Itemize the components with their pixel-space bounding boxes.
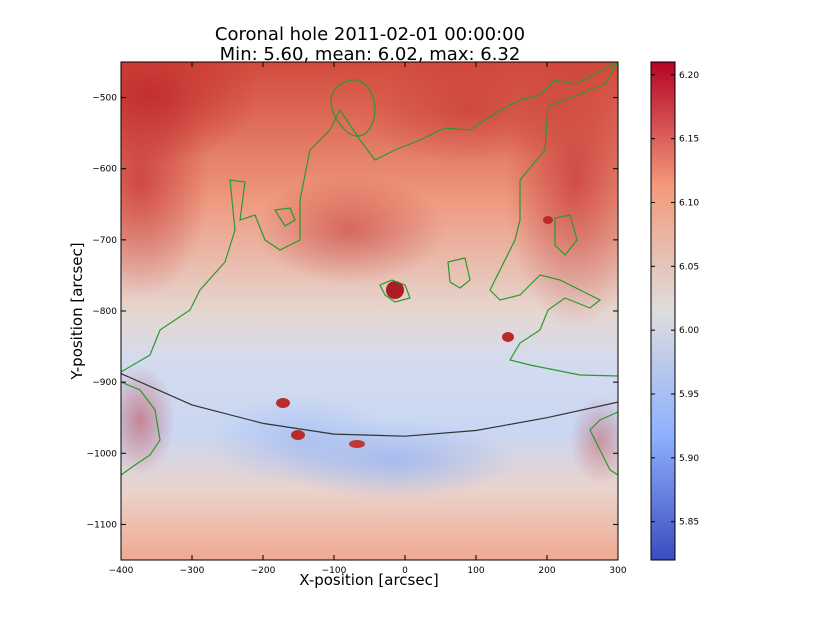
x-tick-label: −200 xyxy=(251,566,276,576)
colorbar-tick-label: 6.10 xyxy=(679,198,699,208)
chart-title: Coronal hole 2011-02-01 00:00:00 xyxy=(215,24,525,45)
x-tick-label: −100 xyxy=(322,566,347,576)
x-tick-label: 0 xyxy=(402,566,408,576)
limb-arc xyxy=(121,373,618,437)
y-tick-label: −600 xyxy=(92,165,117,175)
y-axis: −500 −600 −700 −800 −900 −1000 −1100 xyxy=(87,94,618,530)
x-axis: −400 −300 −200 −100 0 100 200 300 xyxy=(109,62,627,576)
colorbar-tick-label: 6.20 xyxy=(679,71,699,81)
colorbar-tick-label: 5.85 xyxy=(679,518,699,528)
colorbar-tick-label: 6.00 xyxy=(679,326,699,336)
heatmap-image xyxy=(121,62,618,560)
x-tick-label: −400 xyxy=(109,566,134,576)
coronal-hole-contours xyxy=(121,62,618,476)
colorbar-ticks: 5.85 5.90 5.95 6.00 6.05 6.10 6.15 6.20 xyxy=(651,71,699,528)
colorbar-tick-label: 6.15 xyxy=(679,135,699,145)
chart-subtitle: Min: 5.60, mean: 6.02, max: 6.32 xyxy=(220,44,521,65)
x-tick-label: −300 xyxy=(180,566,205,576)
colorbar-tick-label: 5.90 xyxy=(679,454,699,464)
colorbar-tick-label: 6.05 xyxy=(679,262,699,272)
x-tick-label: 300 xyxy=(609,566,626,576)
y-tick-label: −500 xyxy=(92,94,117,104)
y-tick-label: −1100 xyxy=(87,520,118,530)
x-tick-label: 200 xyxy=(538,566,555,576)
y-axis-label: Y-position [arcsec] xyxy=(68,242,86,380)
y-tick-label: −800 xyxy=(92,307,117,317)
colorbar-tick-label: 5.95 xyxy=(679,390,699,400)
x-tick-label: 100 xyxy=(467,566,484,576)
y-tick-label: −700 xyxy=(92,236,117,246)
x-axis-label: X-position [arcsec] xyxy=(299,571,438,589)
colorbar xyxy=(650,61,676,561)
y-tick-label: −900 xyxy=(92,378,117,388)
y-tick-label: −1000 xyxy=(87,449,118,459)
